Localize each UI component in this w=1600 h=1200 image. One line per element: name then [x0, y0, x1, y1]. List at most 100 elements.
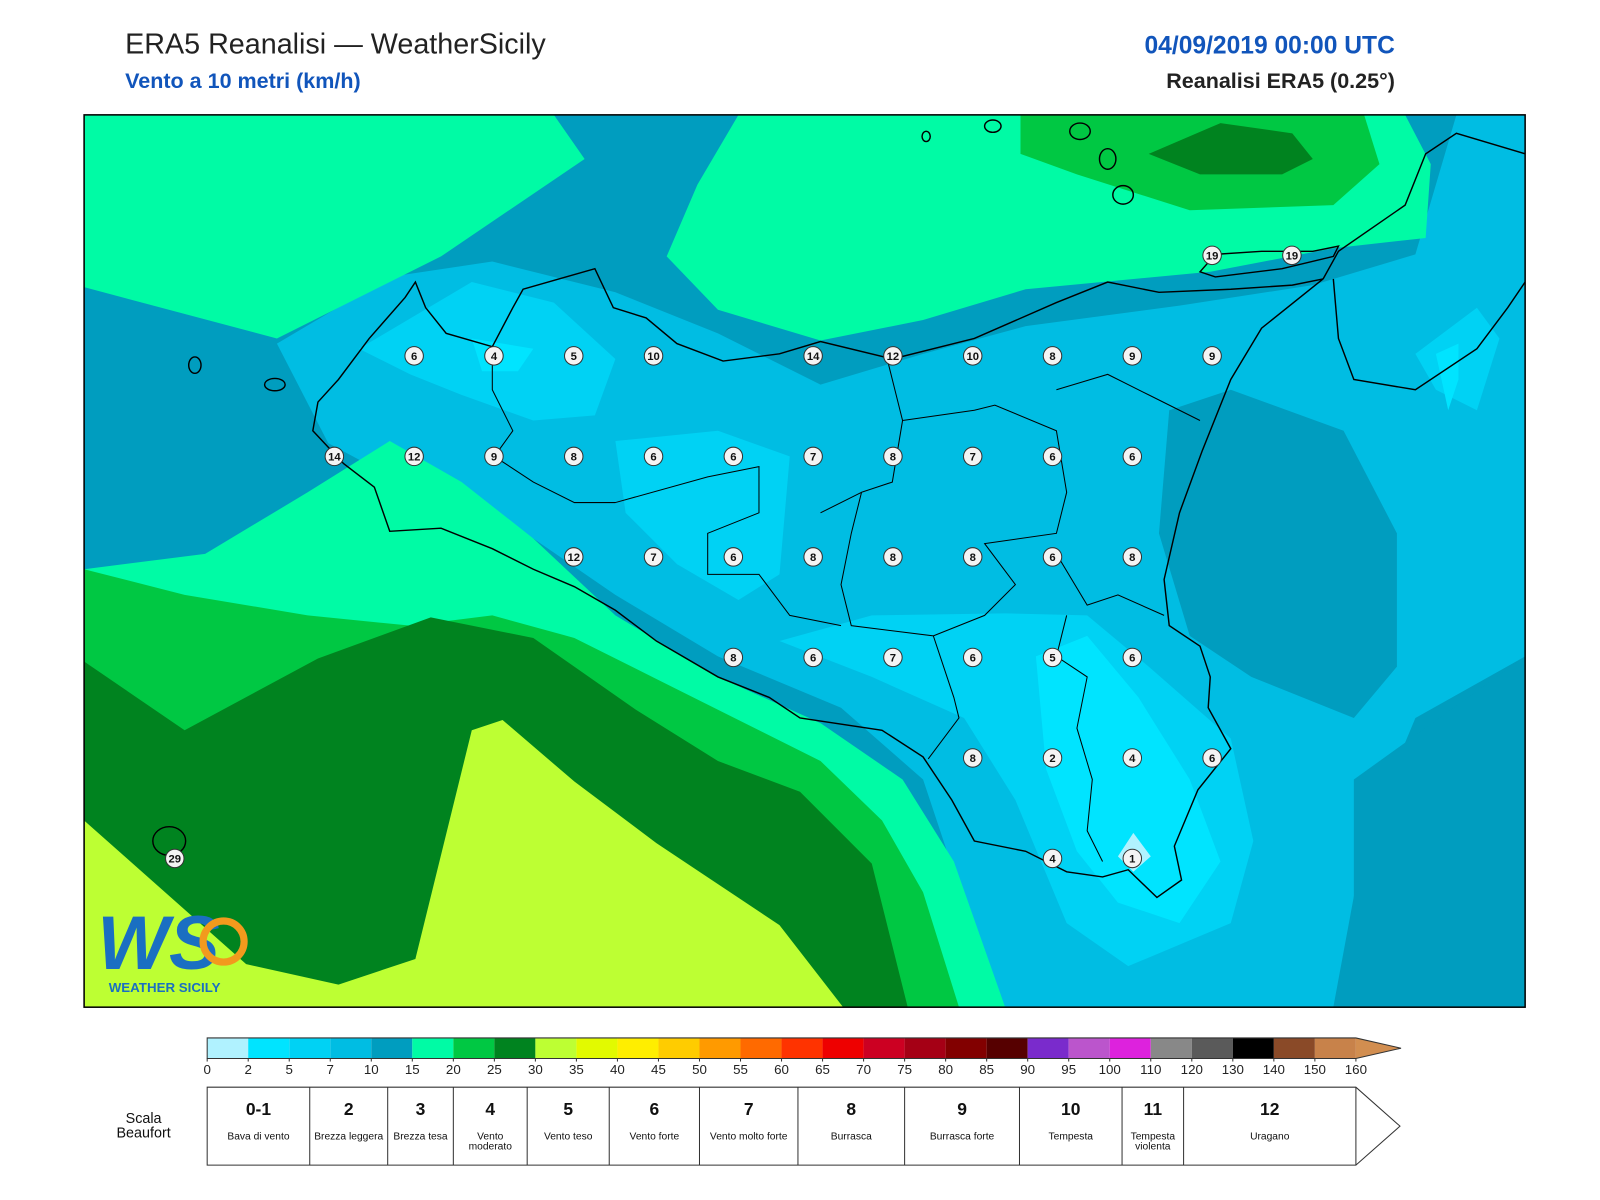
contour-fill — [84, 287, 308, 442]
station: 12 — [883, 346, 903, 366]
station-value: 6 — [650, 452, 656, 464]
beaufort-force: 11 — [1143, 1099, 1163, 1119]
station-marker — [404, 446, 424, 467]
station-marker — [1122, 446, 1143, 467]
station: 12 — [563, 547, 584, 567]
logo-text: WS — [97, 901, 219, 986]
beaufort-level: 0-1 Bava di vento — [207, 1087, 310, 1165]
station-value: 6 — [730, 552, 736, 564]
colorbar-cell — [535, 1037, 577, 1059]
station-value: 8 — [970, 753, 976, 765]
station-marker — [563, 547, 584, 567]
beaufort-level: 7 Vento molto forte — [699, 1087, 797, 1165]
colorbar-cell — [494, 1037, 536, 1059]
station-marker — [962, 647, 983, 668]
colorbar-cell — [740, 1037, 782, 1059]
beaufort-force: 4 — [485, 1099, 496, 1119]
station: 19 — [1282, 245, 1302, 266]
station-marker — [723, 446, 744, 467]
station-marker — [1042, 446, 1063, 467]
station-marker — [563, 446, 584, 467]
beaufort-outline — [206, 1086, 1401, 1166]
station-value: 4 — [1049, 854, 1056, 866]
station: 8 — [962, 748, 983, 768]
station: 6 — [1042, 446, 1063, 467]
colorbar-cell — [453, 1037, 495, 1059]
colorbar-tick-label: 130 — [1222, 1062, 1244, 1077]
island — [1069, 122, 1091, 141]
station: 8 — [563, 446, 584, 467]
colorbar: 0 2 5 7 10 15 20 25 30 35 40 45 50 55 60 65 70 75 80 85 90 95… — [203, 1037, 1402, 1077]
station-marker — [803, 446, 823, 467]
colorbar-cell — [248, 1037, 290, 1059]
beaufort-name: Vento teso — [543, 1131, 593, 1143]
station: 1 — [1122, 848, 1143, 869]
beaufort-level: 6 Vento forte — [609, 1087, 699, 1165]
colorbar-tick-label: 10 — [364, 1062, 379, 1077]
beaufort-level: 11 Tempesta violenta — [1122, 1087, 1184, 1165]
beaufort-label: Scala Beaufort — [116, 1109, 171, 1141]
station: 8 — [883, 446, 903, 467]
logo: WS WEATHER SICILY — [97, 901, 248, 995]
station-marker — [643, 547, 664, 567]
station-value: 7 — [970, 452, 976, 464]
station-marker — [563, 346, 584, 366]
station-value: 8 — [1049, 351, 1055, 363]
station-value: 10 — [647, 351, 660, 363]
station-value: 19 — [1206, 250, 1219, 262]
station-value: 6 — [810, 653, 816, 665]
colorbar-cell — [863, 1037, 905, 1059]
station: 6 — [1202, 748, 1222, 768]
station-value: 12 — [567, 552, 580, 564]
colorbar-cell — [207, 1037, 249, 1059]
colorbar-tick-label: 80 — [938, 1062, 953, 1077]
station-marker — [404, 346, 424, 366]
colorbar-tick-label: 5 — [286, 1062, 293, 1077]
station-value: 8 — [890, 552, 896, 564]
colorbar-tick-label: 55 — [733, 1062, 748, 1077]
colorbar-tick-label: 75 — [897, 1062, 912, 1077]
beaufort-level: 5 Vento teso — [527, 1087, 609, 1165]
colorbar-tick-label: 120 — [1181, 1062, 1203, 1077]
subtitle: Vento a 10 metri (km/h) — [125, 69, 361, 93]
station: 10 — [962, 346, 983, 366]
island — [263, 377, 286, 392]
beaufort-force: 8 — [846, 1099, 857, 1119]
station-marker — [1202, 748, 1222, 768]
colorbar-tick-label: 90 — [1020, 1062, 1035, 1077]
station: 6 — [1122, 446, 1143, 467]
station-value: 6 — [730, 452, 736, 464]
beaufort-name: Vento forte — [629, 1131, 680, 1143]
station-marker — [1202, 245, 1222, 266]
station-value: 6 — [970, 653, 976, 665]
colorbar-tick-label: 70 — [856, 1062, 871, 1077]
station-value: 14 — [328, 452, 341, 464]
colorbar-cell — [1314, 1037, 1356, 1059]
contour-fill — [1148, 123, 1313, 175]
station-marker — [1202, 346, 1222, 366]
beaufort-force: 7 — [743, 1099, 754, 1119]
date: 04/09/2019 00:00 UTC — [1144, 32, 1395, 59]
station-value: 9 — [1209, 351, 1215, 363]
station: 4 — [1042, 848, 1063, 869]
beaufort-level: 9 Burrasca forte — [905, 1087, 1020, 1165]
station-marker — [643, 346, 664, 366]
station: 19 — [1202, 245, 1222, 266]
station: 12 — [404, 446, 424, 467]
beaufort-level: 10 Tempesta — [1019, 1087, 1122, 1165]
colorbar-tick-label: 140 — [1263, 1062, 1285, 1077]
contour-fill — [1353, 656, 1526, 1008]
title: ERA5 Reanalisi — WeatherSicily — [125, 28, 546, 60]
island — [983, 119, 1002, 134]
station: 4 — [1122, 748, 1143, 768]
colorbar-cell — [617, 1037, 659, 1059]
colorbar-tick-label: 2 — [244, 1062, 251, 1077]
station-marker — [883, 547, 903, 567]
station-value: 6 — [1049, 552, 1055, 564]
colorbar-cell — [1232, 1037, 1274, 1059]
colorbar-tick-label: 30 — [528, 1062, 543, 1077]
station-marker — [962, 346, 983, 366]
colorbar-cell — [330, 1037, 372, 1059]
colorbar-tick-label: 45 — [651, 1062, 666, 1077]
station: 8 — [723, 647, 744, 668]
